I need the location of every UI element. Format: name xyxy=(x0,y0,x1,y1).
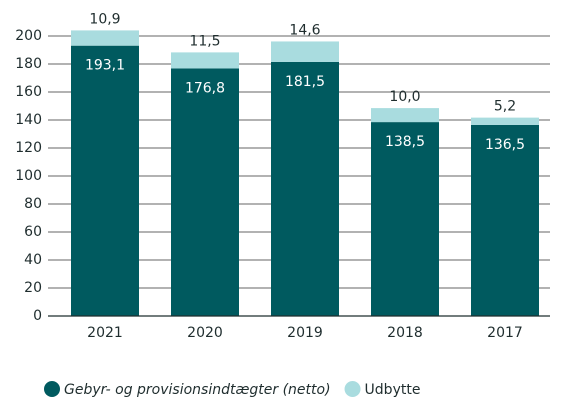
y-tick-label: 120 xyxy=(15,140,42,156)
y-tick-label: 40 xyxy=(24,252,42,268)
y-tick-label: 160 xyxy=(15,84,42,100)
x-tick-label: 2021 xyxy=(87,325,123,341)
value-label: 176,8 xyxy=(185,80,225,96)
legend-label: Udbytte xyxy=(365,382,421,398)
y-tick-label: 60 xyxy=(24,224,42,240)
y-tick-label: 180 xyxy=(15,56,42,72)
value-label: 193,1 xyxy=(85,58,125,74)
y-tick-label: 80 xyxy=(24,196,42,212)
y-tick-label: 20 xyxy=(24,280,42,296)
x-tick-label: 2020 xyxy=(187,325,223,341)
legend-swatch xyxy=(344,381,361,397)
legend-label: Gebyr- og provisionsindtægter (netto) xyxy=(64,382,331,398)
bar-segment xyxy=(371,108,439,123)
legend-swatch xyxy=(44,381,60,397)
value-label: 10,9 xyxy=(89,11,120,27)
bar-segment xyxy=(271,61,339,317)
y-tick-label: 140 xyxy=(15,112,42,128)
value-label: 136,5 xyxy=(485,137,525,153)
bar-segment xyxy=(371,122,439,316)
value-label: 14,6 xyxy=(289,22,320,38)
bar-segment xyxy=(471,124,539,317)
bar-segment xyxy=(71,45,139,316)
y-tick-label: 200 xyxy=(15,28,42,44)
value-label: 181,5 xyxy=(285,74,325,90)
bar-segment xyxy=(171,68,239,316)
value-label: 5,2 xyxy=(494,99,516,115)
x-tick-label: 2019 xyxy=(287,325,323,341)
y-tick-label: 0 xyxy=(33,308,42,324)
x-tick-label: 2017 xyxy=(487,325,523,341)
bar-segment xyxy=(171,52,239,69)
bar-segment xyxy=(271,41,339,62)
value-label: 138,5 xyxy=(385,134,425,150)
x-tick-label: 2018 xyxy=(387,325,423,341)
value-label: 10,0 xyxy=(389,89,420,105)
y-tick-label: 100 xyxy=(15,168,42,184)
value-label: 11,5 xyxy=(189,33,220,49)
bar-segment xyxy=(71,30,139,46)
bar-segment xyxy=(471,117,539,125)
